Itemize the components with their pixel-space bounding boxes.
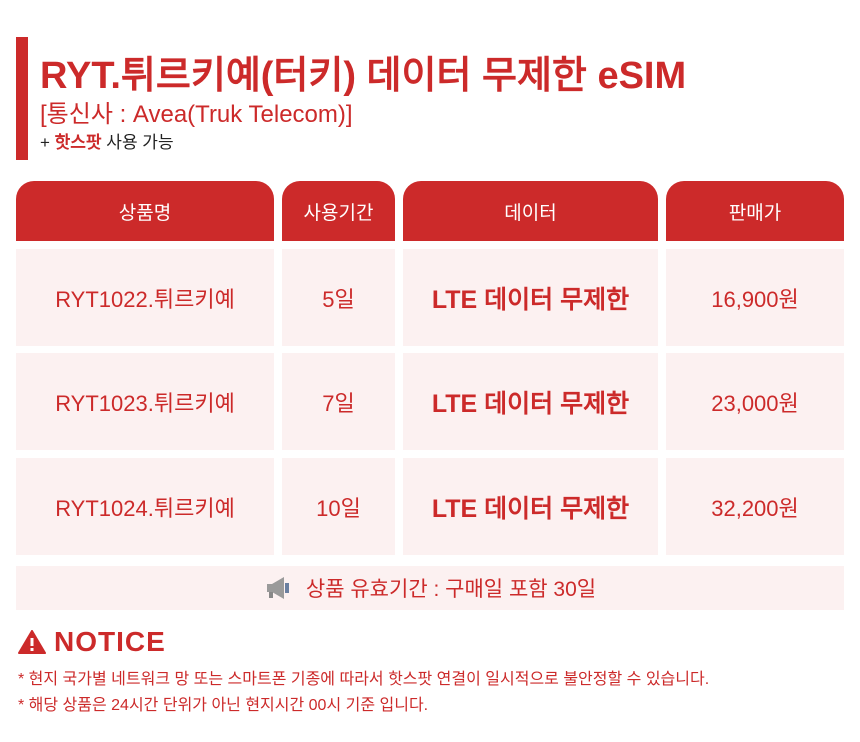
- product-name: RYT1023.튀르키예: [16, 353, 274, 450]
- validity-banner: 상품 유효기간 : 구매일 포함 30일: [16, 566, 844, 610]
- hotspot-bold: 핫스팟: [54, 133, 102, 152]
- hotspot-note: + 핫스팟 사용 가능: [40, 128, 174, 153]
- data-plan: LTE 데이터 무제한: [403, 353, 658, 450]
- column-header-price: 판매가: [666, 181, 844, 241]
- product-name: RYT1024.튀르키예: [16, 458, 274, 555]
- megaphone-icon: [266, 577, 289, 599]
- carrier-label: [통신사 : Avea(Truk Telecom)]: [40, 101, 353, 128]
- price: 23,000원: [666, 353, 844, 450]
- notice-line: * 현지 국가별 네트워크 망 또는 스마트폰 기종에 따라서 핫스팟 연결이 …: [18, 671, 710, 688]
- column-header-data: 데이터: [403, 181, 658, 241]
- hotspot-suffix: 사용 가능: [101, 133, 174, 152]
- data-plan: LTE 데이터 무제한: [403, 458, 658, 555]
- notice-heading: NOTICE: [18, 626, 166, 658]
- hotspot-prefix: +: [40, 133, 55, 152]
- price: 32,200원: [666, 458, 844, 555]
- column-header-period: 사용기간: [282, 181, 395, 241]
- validity-text: 상품 유효기간 : 구매일 포함 30일: [305, 578, 597, 601]
- usage-period: 7일: [282, 353, 395, 450]
- usage-period: 10일: [282, 458, 395, 555]
- data-plan: LTE 데이터 무제한: [403, 249, 658, 346]
- usage-period: 5일: [282, 249, 395, 346]
- warning-icon: [18, 630, 46, 654]
- price: 16,900원: [666, 249, 844, 346]
- column-header-product: 상품명: [16, 181, 274, 241]
- page-title: RYT.튀르키예(터키) 데이터 무제한 eSIM: [40, 55, 687, 97]
- notice-line: * 해당 상품은 24시간 단위가 아닌 현지시간 00시 기준 입니다.: [18, 697, 429, 714]
- title-accent-bar: [16, 37, 28, 160]
- notice-title: NOTICE: [54, 626, 166, 657]
- product-name: RYT1022.튀르키예: [16, 249, 274, 346]
